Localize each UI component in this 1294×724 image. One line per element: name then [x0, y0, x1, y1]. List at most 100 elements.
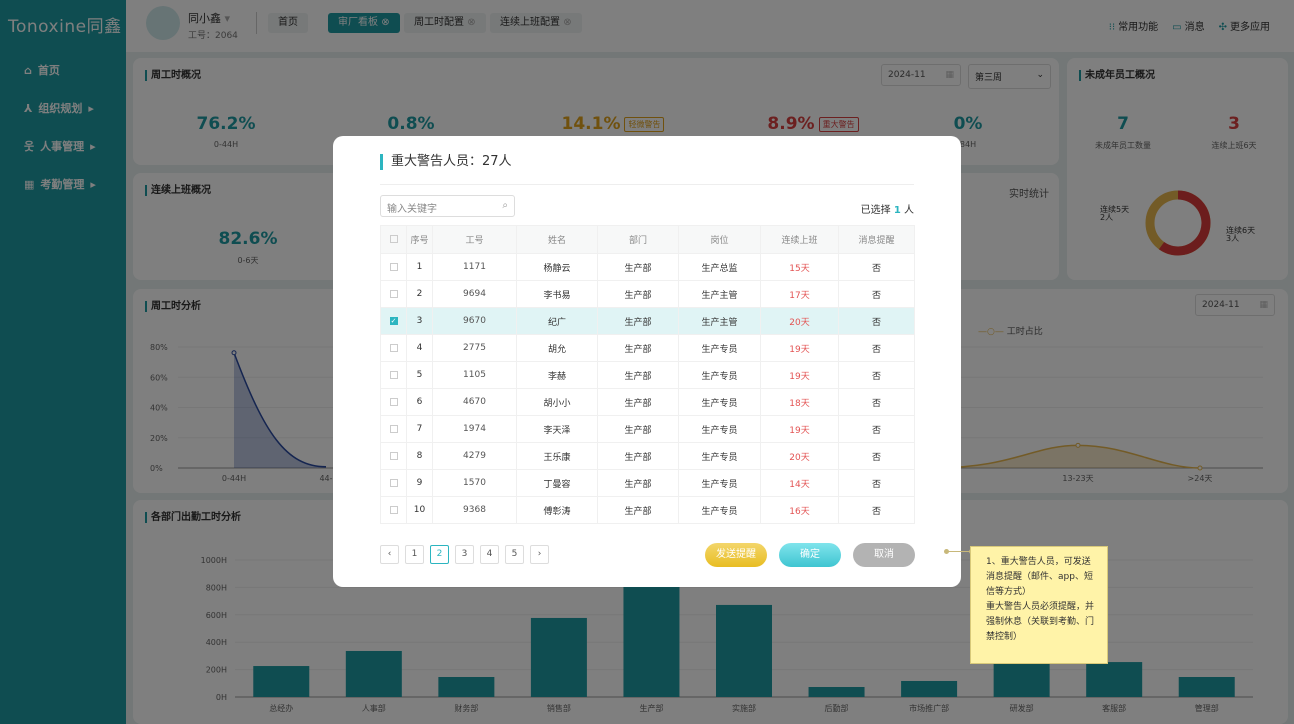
table-row[interactable]: 8 4279 王乐康 生产部 生产专员 20天 否 — [380, 442, 915, 470]
row-checkbox[interactable] — [380, 280, 407, 308]
select-all-checkbox[interactable] — [380, 225, 407, 254]
cancel-button[interactable]: 取消 — [853, 543, 915, 567]
cell-name: 李赫 — [516, 361, 598, 389]
cell-days: 19天 — [760, 334, 839, 362]
divider — [380, 184, 914, 185]
cell-dept: 生产部 — [597, 334, 679, 362]
table-row[interactable]: 4 2775 胡允 生产部 生产专员 19天 否 — [380, 334, 915, 362]
cell-name: 纪广 — [516, 307, 598, 335]
column-header: 连续上班 — [760, 225, 839, 254]
cell-post: 生产主管 — [678, 307, 761, 335]
page-5[interactable]: 5 — [505, 545, 524, 564]
cell-notify: 否 — [838, 442, 915, 470]
cell-post: 生产专员 — [678, 442, 761, 470]
table-row[interactable]: 10 9368 傅彰涛 生产部 生产专员 16天 否 — [380, 496, 915, 524]
row-checkbox[interactable] — [380, 361, 407, 389]
cell-dept: 生产部 — [597, 496, 679, 524]
cell-notify: 否 — [838, 253, 915, 281]
cell-name: 胡小小 — [516, 388, 598, 416]
column-header: 消息提醒 — [838, 225, 915, 254]
annotation-note: 1、重大警告人员，可发送消息提醒（邮件、app、短信等方式） 重大警告人员必须提… — [970, 546, 1108, 664]
search-input[interactable]: 输入关键字 ⌕ — [380, 195, 515, 217]
cell-days: 16天 — [760, 496, 839, 524]
cell-id: 1974 — [432, 415, 517, 443]
table-row[interactable]: 6 4670 胡小小 生产部 生产专员 18天 否 — [380, 388, 915, 416]
cell-name: 王乐康 — [516, 442, 598, 470]
cell-days: 17天 — [760, 280, 839, 308]
cell-dept: 生产部 — [597, 361, 679, 389]
row-checkbox[interactable] — [380, 334, 407, 362]
selected-count: 已选择 1 人 — [861, 201, 914, 216]
table-row[interactable]: 9 1570 丁曼容 生产部 生产专员 14天 否 — [380, 469, 915, 497]
row-checkbox[interactable] — [380, 442, 407, 470]
note-connector — [944, 549, 974, 554]
table-row[interactable]: 1 1171 杨静云 生产部 生产总监 15天 否 — [380, 253, 915, 281]
cell-dept: 生产部 — [597, 253, 679, 281]
warning-table: 序号 工号 姓名 部门 岗位 连续上班 消息提醒 1 1171 杨静云 生产部 … — [380, 225, 915, 524]
cell-id: 9670 — [432, 307, 517, 335]
cell-dept: 生产部 — [597, 442, 679, 470]
cell-dept: 生产部 — [597, 469, 679, 497]
cell-name: 丁曼容 — [516, 469, 598, 497]
cell-days: 18天 — [760, 388, 839, 416]
cell-dept: 生产部 — [597, 280, 679, 308]
search-icon[interactable]: ⌕ — [502, 200, 508, 211]
page-2[interactable]: 2 — [430, 545, 449, 564]
row-checkbox[interactable] — [380, 469, 407, 497]
cell-no: 9 — [406, 469, 433, 497]
cell-no: 6 — [406, 388, 433, 416]
table-row[interactable]: ✓ 3 9670 纪广 生产部 生产主管 20天 否 — [380, 307, 915, 335]
cell-name: 杨静云 — [516, 253, 598, 281]
page-1[interactable]: 1 — [405, 545, 424, 564]
cell-no: 7 — [406, 415, 433, 443]
pagination: ‹ 1 2 3 4 5 › — [380, 545, 549, 564]
row-checkbox[interactable] — [380, 388, 407, 416]
column-header: 部门 — [597, 225, 679, 254]
cell-id: 4279 — [432, 442, 517, 470]
cell-no: 3 — [406, 307, 433, 335]
cell-days: 20天 — [760, 307, 839, 335]
cell-notify: 否 — [838, 307, 915, 335]
column-header: 姓名 — [516, 225, 598, 254]
row-checkbox[interactable] — [380, 496, 407, 524]
cell-notify: 否 — [838, 361, 915, 389]
row-checkbox[interactable]: ✓ — [380, 307, 407, 335]
cell-days: 20天 — [760, 442, 839, 470]
cell-no: 10 — [406, 496, 433, 524]
cell-id: 9694 — [432, 280, 517, 308]
cell-notify: 否 — [838, 280, 915, 308]
table-row[interactable]: 2 9694 李书易 生产部 生产主管 17天 否 — [380, 280, 915, 308]
page-4[interactable]: 4 — [480, 545, 499, 564]
cell-days: 19天 — [760, 415, 839, 443]
row-checkbox[interactable] — [380, 253, 407, 281]
cell-id: 4670 — [432, 388, 517, 416]
page-3[interactable]: 3 — [455, 545, 474, 564]
column-header: 序号 — [406, 225, 433, 254]
cell-id: 9368 — [432, 496, 517, 524]
next-page-button[interactable]: › — [530, 545, 549, 564]
row-checkbox[interactable] — [380, 415, 407, 443]
cell-id: 2775 — [432, 334, 517, 362]
cell-name: 李书易 — [516, 280, 598, 308]
prev-page-button[interactable]: ‹ — [380, 545, 399, 564]
send-reminder-button[interactable]: 发送提醒 — [705, 543, 767, 567]
cell-post: 生产主管 — [678, 280, 761, 308]
modal-title: 重大警告人员：27人 — [380, 154, 512, 170]
cell-days: 14天 — [760, 469, 839, 497]
cell-post: 生产专员 — [678, 388, 761, 416]
table-row[interactable]: 7 1974 李天泽 生产部 生产专员 19天 否 — [380, 415, 915, 443]
cell-name: 胡允 — [516, 334, 598, 362]
cell-notify: 否 — [838, 334, 915, 362]
search-placeholder: 输入关键字 — [387, 204, 437, 215]
cell-no: 2 — [406, 280, 433, 308]
cell-no: 1 — [406, 253, 433, 281]
table-row[interactable]: 5 1105 李赫 生产部 生产专员 19天 否 — [380, 361, 915, 389]
cell-name: 李天泽 — [516, 415, 598, 443]
cell-post: 生产总监 — [678, 253, 761, 281]
confirm-button[interactable]: 确定 — [779, 543, 841, 567]
cell-id: 1570 — [432, 469, 517, 497]
note-line: 1、重大警告人员，可发送消息提醒（邮件、app、短信等方式） — [986, 557, 1093, 597]
cell-post: 生产专员 — [678, 469, 761, 497]
cell-post: 生产专员 — [678, 496, 761, 524]
cell-dept: 生产部 — [597, 388, 679, 416]
